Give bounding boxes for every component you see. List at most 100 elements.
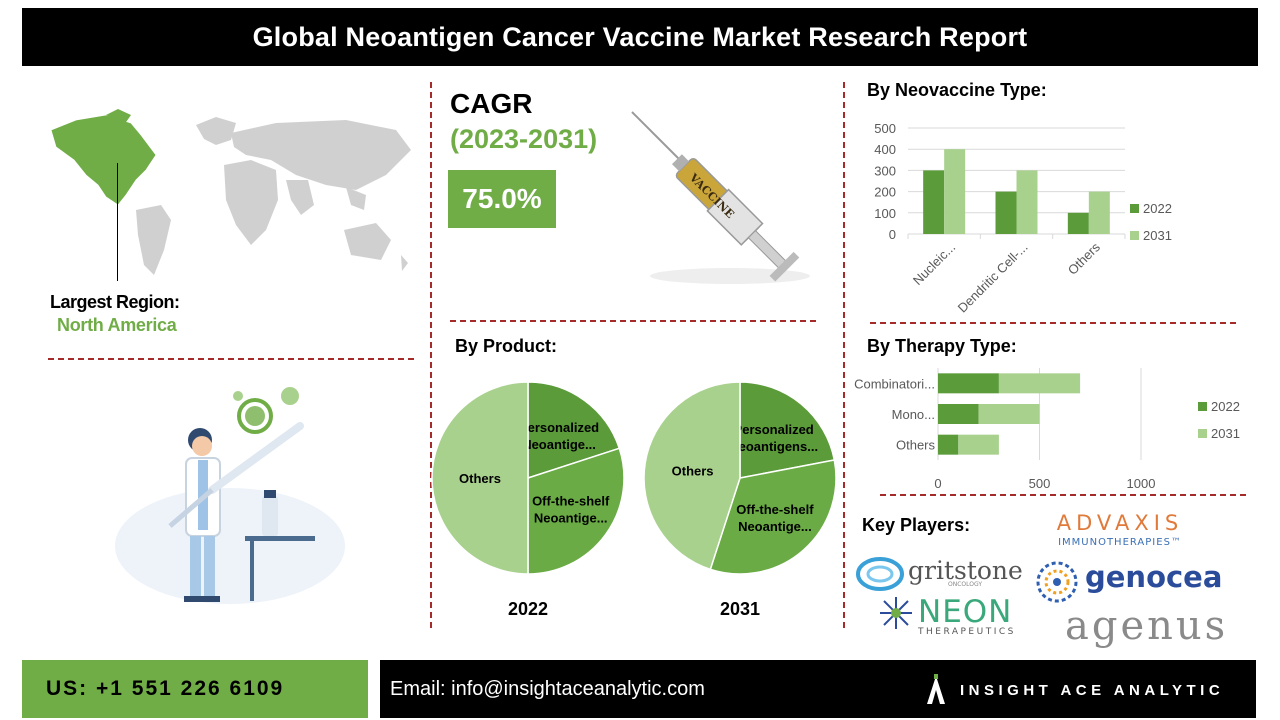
gritstone-name: gritstone <box>908 556 1023 585</box>
product-section-title: By Product: <box>455 336 558 356</box>
neon-subtitle: THERAPEUTICS <box>918 627 1016 637</box>
cagr-period: (2023-2031) <box>450 124 598 154</box>
pie-2022-slice-label: Neoantige... <box>534 511 608 526</box>
insight-ace-logo-icon <box>927 674 945 704</box>
divider-vertical-left <box>430 82 432 628</box>
largest-region-label: Largest Region: <box>50 292 180 312</box>
pie-2031-slice-label: Neoantigens... <box>729 439 818 454</box>
cagr-value: 75.0% <box>462 183 542 214</box>
neo-bar-2022 <box>1067 212 1089 234</box>
header-bar: Global Neoantigen Cancer Vaccine Market … <box>22 8 1258 66</box>
therapy-bar-2031 <box>958 434 999 455</box>
neo-legend-swatch-2031 <box>1130 231 1139 240</box>
pie-2031-slice <box>739 381 836 479</box>
neo-y-tick-label: 200 <box>874 185 896 200</box>
therapy-legend-label: 2031 <box>1211 426 1240 441</box>
north-america-highlight <box>50 114 157 206</box>
neo-legend-swatch-2022 <box>1130 204 1139 213</box>
neo-bar-2031 <box>944 149 966 234</box>
scientist-illustration <box>115 387 345 604</box>
pie-2031-slice-label: Personalized <box>734 422 814 437</box>
neo-bar-2022 <box>923 170 945 234</box>
gritstone-subtitle: ONCOLOGY <box>948 581 982 588</box>
neo-y-tick-label: 0 <box>889 227 896 242</box>
syringe-icon: VACCINE <box>631 111 810 284</box>
neo-x-tick-label: Others <box>1065 239 1104 278</box>
divider-horizontal-right-top <box>870 322 1236 324</box>
genocea-icon <box>1036 561 1078 603</box>
advaxis-name: ADVAXIS <box>1056 511 1184 535</box>
therapy-x-tick-label: 0 <box>934 476 941 491</box>
genocea-name: genocea <box>1085 560 1223 594</box>
divider-horizontal-left <box>48 358 414 360</box>
key-players-title: Key Players: <box>862 515 971 535</box>
therapy-legend-swatch-2031 <box>1198 429 1207 438</box>
neon-star-icon <box>880 597 912 629</box>
therapy-y-tick-label: Others <box>896 438 936 453</box>
pie-2022-slice-label: Others <box>459 471 501 486</box>
footer-phone-bar: US: +1 551 226 6109 <box>22 660 368 718</box>
pie-2022-slice <box>527 447 625 575</box>
cagr-label: CAGR <box>450 88 533 119</box>
pie-2022-slice-label: Personalized <box>519 420 599 435</box>
gritstone-icon <box>856 557 904 591</box>
pie-2022-slice-label: Neoantige... <box>522 437 596 452</box>
therapy-bar-2022 <box>938 404 979 424</box>
divider-vertical-right <box>843 82 845 628</box>
therapy-x-tick-label: 500 <box>1029 476 1051 491</box>
therapy-section-title: By Therapy Type: <box>867 336 1017 356</box>
divider-horizontal-right-bottom <box>880 494 1246 496</box>
neo-legend-label: 2031 <box>1143 228 1172 243</box>
therapy-y-tick-label: Mono... <box>892 407 935 422</box>
pie-2031-slice-label: Neoantige... <box>738 519 812 534</box>
product-pie-chart-2022: Personalized Neoantige... Off-the-shelf Neo… <box>431 381 625 619</box>
therapy-bar-chart: 0 500 1000 Combinatori... Mono... Others 2022 2… <box>854 368 1240 491</box>
therapy-legend-label: 2022 <box>1211 399 1240 414</box>
pie-2022-year-label: 2022 <box>508 599 548 619</box>
world-map <box>50 109 411 275</box>
gritstone-logo: gritstone ONCOLOGY <box>908 556 1023 588</box>
neon-logo: NEON THERAPEUTICS <box>918 594 1016 638</box>
neovaccine-bar-chart: 0 100 200 300 400 500 Nucleic...Dendritic Cell… <box>874 121 1172 316</box>
advaxis-logo: ADVAXIS IMMUNOTHERAPIES™ <box>1030 511 1210 548</box>
therapy-bar-2031 <box>978 404 1040 424</box>
therapy-x-tick-label: 1000 <box>1127 476 1156 491</box>
divider-horizontal-middle <box>450 320 816 322</box>
product-pie-chart-2031: Personalized Neoantigens... Off-the-shelf N… <box>643 381 837 619</box>
therapy-bar-2022 <box>938 434 959 455</box>
page-title: Global Neoantigen Cancer Vaccine Market … <box>252 21 1028 52</box>
pie-2031-slice-label: Off-the-shelf <box>736 502 814 517</box>
pie-2031-slice <box>709 459 837 575</box>
pie-2022-slice <box>527 381 621 480</box>
neon-name: NEON <box>918 594 1013 630</box>
neo-legend-label: 2022 <box>1143 201 1172 216</box>
footer-email-bar: Email: info@insightaceanalytic.com INSIG… <box>380 660 1256 718</box>
neo-y-tick-label: 400 <box>874 142 896 157</box>
pie-2022-slice-label: Off-the-shelf <box>532 494 610 509</box>
pie-2031-year-label: 2031 <box>720 599 760 619</box>
therapy-bar-2031 <box>998 373 1081 394</box>
pie-2022-slice <box>431 381 529 575</box>
neo-y-tick-label: 100 <box>874 206 896 221</box>
footer-email[interactable]: Email: info@insightaceanalytic.com <box>390 678 705 700</box>
neo-y-tick-label: 300 <box>874 163 896 178</box>
therapy-bar-2022 <box>938 373 999 394</box>
neo-y-tick-label: 500 <box>874 121 896 136</box>
neo-bar-2031 <box>1016 170 1038 234</box>
agenus-text: agenus <box>1065 603 1229 649</box>
cagr-value-badge: 75.0% <box>448 170 556 228</box>
footer-brand: INSIGHT ACE ANALYTIC <box>960 682 1225 699</box>
footer-phone[interactable]: US: +1 551 226 6109 <box>46 677 285 700</box>
largest-region-value: North America <box>57 315 177 335</box>
neo-x-tick-label: Dendritic Cell-... <box>955 240 1031 316</box>
therapy-y-tick-label: Combinatori... <box>854 376 935 391</box>
neo-bar-2022 <box>995 191 1017 234</box>
neovaccine-section-title: By Neovaccine Type: <box>867 80 1047 100</box>
agenus-name: agenus <box>1065 603 1228 649</box>
pie-2031-slice-label: Others <box>672 463 714 478</box>
therapy-legend-swatch-2022 <box>1198 402 1207 411</box>
region-pointer-line <box>117 163 118 281</box>
pie-2031-slice <box>643 381 741 571</box>
advaxis-subtitle: IMMUNOTHERAPIES™ <box>1058 537 1182 548</box>
neo-x-tick-label: Nucleic... <box>910 240 958 288</box>
